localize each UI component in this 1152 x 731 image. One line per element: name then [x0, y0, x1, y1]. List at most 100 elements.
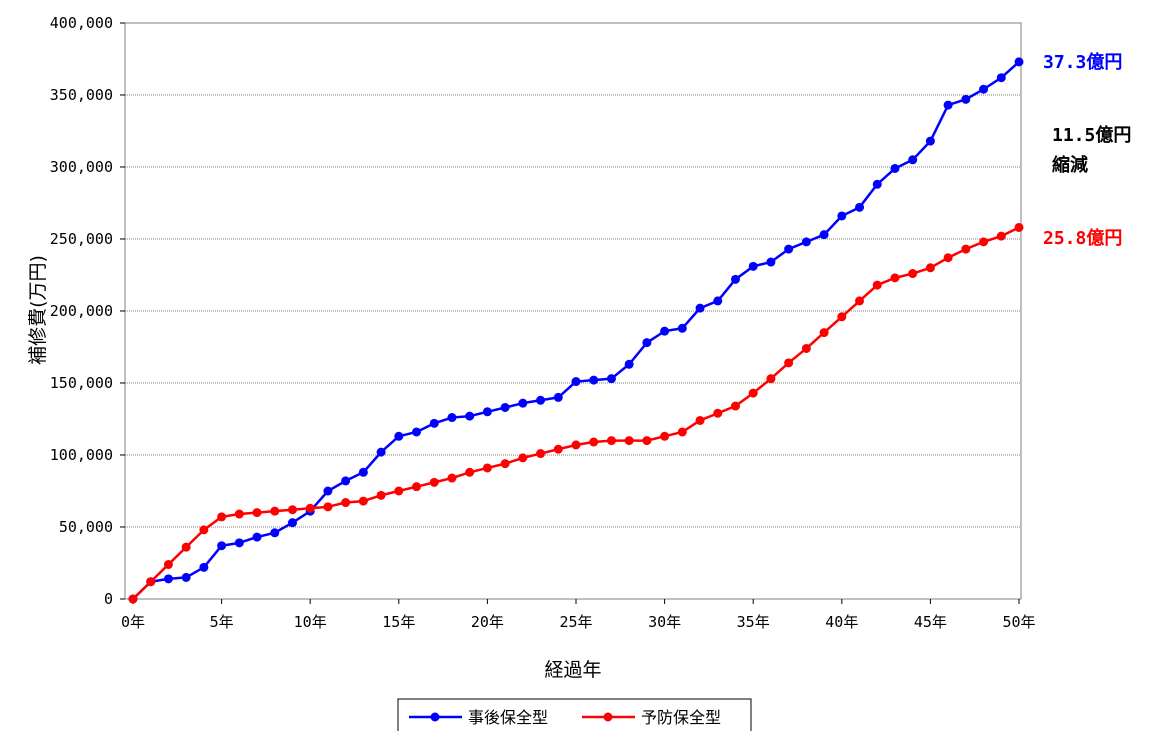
data-point: [429, 477, 439, 487]
data-point: [624, 436, 634, 446]
data-point: [234, 509, 244, 519]
series-layer: [128, 57, 1024, 604]
x-tick-label: 20年: [471, 613, 504, 631]
data-point: [979, 84, 989, 94]
data-point: [748, 388, 758, 398]
data-point: [1014, 222, 1024, 232]
data-point: [908, 155, 918, 165]
data-point: [518, 398, 528, 408]
data-point: [784, 244, 794, 254]
data-point: [518, 453, 528, 463]
legend-box: [397, 698, 752, 731]
data-point: [713, 408, 723, 418]
data-point: [801, 343, 811, 353]
data-point: [890, 273, 900, 283]
data-point: [943, 100, 953, 110]
data-point: [181, 542, 191, 552]
data-point: [500, 459, 510, 469]
data-point: [482, 463, 492, 473]
data-point: [199, 562, 209, 572]
data-point: [394, 431, 404, 441]
data-point: [394, 486, 404, 496]
data-point: [624, 359, 634, 369]
x-tick-label: 10年: [294, 613, 327, 631]
data-point: [412, 427, 422, 437]
data-point: [571, 440, 581, 450]
data-point: [642, 436, 652, 446]
y-tick-label: 200,000: [50, 302, 113, 320]
data-point: [660, 326, 670, 336]
x-tick-label: 5年: [210, 613, 234, 631]
data-point: [252, 508, 262, 518]
legend-label-series-1: 予防保全型: [641, 708, 721, 727]
data-point: [606, 436, 616, 446]
data-point: [571, 377, 581, 387]
data-point: [128, 594, 138, 604]
data-point: [695, 415, 705, 425]
data-point: [447, 413, 457, 423]
x-axis-label: 経過年: [544, 659, 601, 681]
data-point: [553, 444, 563, 454]
y-tick-label: 350,000: [50, 86, 113, 104]
data-point: [217, 512, 227, 522]
data-point: [908, 269, 918, 279]
data-point: [412, 482, 422, 492]
data-point: [465, 467, 475, 477]
y-tick-label: 150,000: [50, 374, 113, 392]
data-point: [341, 498, 351, 508]
data-point: [323, 486, 333, 496]
y-axis-ticks: 0 50,000 100,000 150,000 200,000 250,000 300,0…: [50, 14, 125, 608]
data-point: [925, 263, 935, 273]
x-axis-ticks: 0年 5年 10年 15年 20年 25年 30年 35年 40年 45年 50年: [121, 599, 1036, 631]
data-point: [730, 274, 740, 284]
data-point: [163, 559, 173, 569]
annotation-difference: 11.5億円: [1052, 124, 1131, 146]
annotation-reduction: 縮減: [1052, 154, 1088, 176]
data-point: [589, 375, 599, 385]
x-tick-label: 45年: [914, 613, 947, 631]
data-point: [341, 476, 351, 486]
data-point: [536, 395, 546, 405]
annotation-blue-total: 37.3億円: [1043, 51, 1122, 73]
data-point: [766, 257, 776, 267]
data-point: [323, 502, 333, 512]
data-point: [199, 525, 209, 535]
data-point: [979, 237, 989, 247]
data-point: [536, 449, 546, 459]
data-point: [287, 518, 297, 528]
y-tick-label: 0: [104, 590, 113, 608]
data-point: [358, 467, 368, 477]
data-point: [961, 94, 971, 104]
data-point: [961, 244, 971, 254]
data-point: [429, 418, 439, 428]
data-point: [146, 577, 156, 587]
data-point: [925, 136, 935, 146]
data-point: [358, 496, 368, 506]
data-point: [819, 328, 829, 338]
data-point: [855, 202, 865, 212]
data-point: [482, 407, 492, 417]
x-tick-label: 35年: [737, 613, 770, 631]
data-point: [642, 338, 652, 348]
x-tick-label: 30年: [648, 613, 681, 631]
data-point: [447, 473, 457, 483]
x-tick-label: 50年: [1002, 613, 1035, 631]
x-tick-label: 15年: [382, 613, 415, 631]
y-tick-label: 400,000: [50, 14, 113, 32]
legend: 事後保全型 予防保全型: [397, 698, 752, 731]
x-tick-label: 40年: [825, 613, 858, 631]
data-point: [872, 179, 882, 189]
legend-marker-series-0: [430, 712, 440, 722]
y-tick-label: 100,000: [50, 446, 113, 464]
data-point: [872, 280, 882, 290]
data-point: [695, 303, 705, 313]
series-0: [128, 57, 1024, 604]
data-point: [730, 401, 740, 411]
data-point: [305, 503, 315, 513]
data-point: [181, 572, 191, 582]
data-point: [677, 323, 687, 333]
legend-label-series-0: 事後保全型: [468, 708, 548, 727]
annotation-red-total: 25.8億円: [1043, 227, 1122, 249]
data-point: [660, 431, 670, 441]
